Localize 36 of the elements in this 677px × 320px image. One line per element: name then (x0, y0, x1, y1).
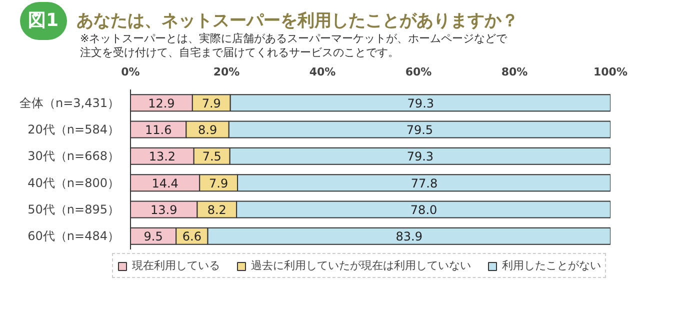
data-label: 78.0 (410, 203, 438, 217)
legend-label: 過去に利用していたが現在は利用していない (251, 258, 471, 273)
legend-label: 現在利用している (132, 258, 220, 273)
x-tick-label: 60% (405, 66, 432, 78)
data-label: 13.2 (148, 150, 176, 164)
y-tick-label: 60代（n=484） (28, 229, 120, 244)
data-label: 7.5 (202, 150, 222, 164)
x-tick-label: 40% (309, 66, 336, 78)
data-label: 14.4 (152, 176, 178, 190)
data-label: 8.9 (198, 123, 218, 137)
data-label: 11.6 (144, 123, 172, 137)
x-tick-label: 0% (121, 66, 140, 78)
x-tick-label: 100% (594, 66, 628, 78)
data-label: 83.9 (396, 230, 422, 244)
data-label: 79.3 (406, 150, 434, 164)
y-tick-label: 30代（n=668） (28, 149, 120, 164)
data-label: 7.9 (202, 96, 221, 110)
y-tick-label: 50代（n=895） (28, 202, 120, 216)
data-label: 8.2 (207, 203, 226, 217)
chart-subtitle: ※ネットスーパーとは、実際に店舗があるスーパーマーケットが、ホームページなどで注文を受け付けて、自宅まで届けてくれるサービスのことです。 (80, 32, 508, 60)
chart-title: あなたは、ネットスーパーを利用したことがありますか？ (76, 11, 519, 31)
data-label: 79.5 (406, 123, 434, 137)
y-tick-label: 40代（n=800） (28, 176, 120, 190)
data-label: 6.6 (182, 230, 202, 244)
caption: 図1 (20, 2, 67, 40)
y-tick-label: 20代（n=584） (28, 122, 120, 136)
data-label: 79.3 (407, 96, 434, 110)
y-tick-label: 全体（n=3,431） (19, 96, 120, 110)
legend-label: 利用したことがない (502, 258, 601, 273)
data-label: 9.5 (144, 230, 163, 244)
data-label: 12.9 (148, 96, 175, 110)
x-tick-label: 20% (213, 66, 240, 78)
data-label: 77.8 (410, 176, 438, 190)
data-label: 7.9 (209, 176, 228, 190)
x-tick-label: 80% (501, 66, 528, 78)
data-label: 13.9 (150, 203, 178, 217)
